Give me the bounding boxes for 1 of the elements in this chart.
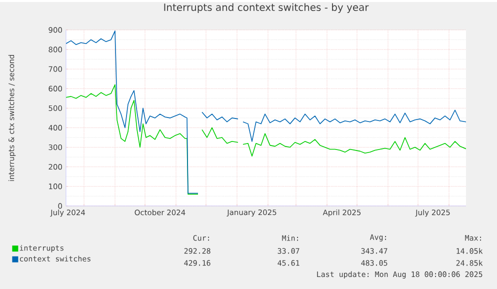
chart-title: Interrupts and context switches - by year xyxy=(164,3,369,13)
